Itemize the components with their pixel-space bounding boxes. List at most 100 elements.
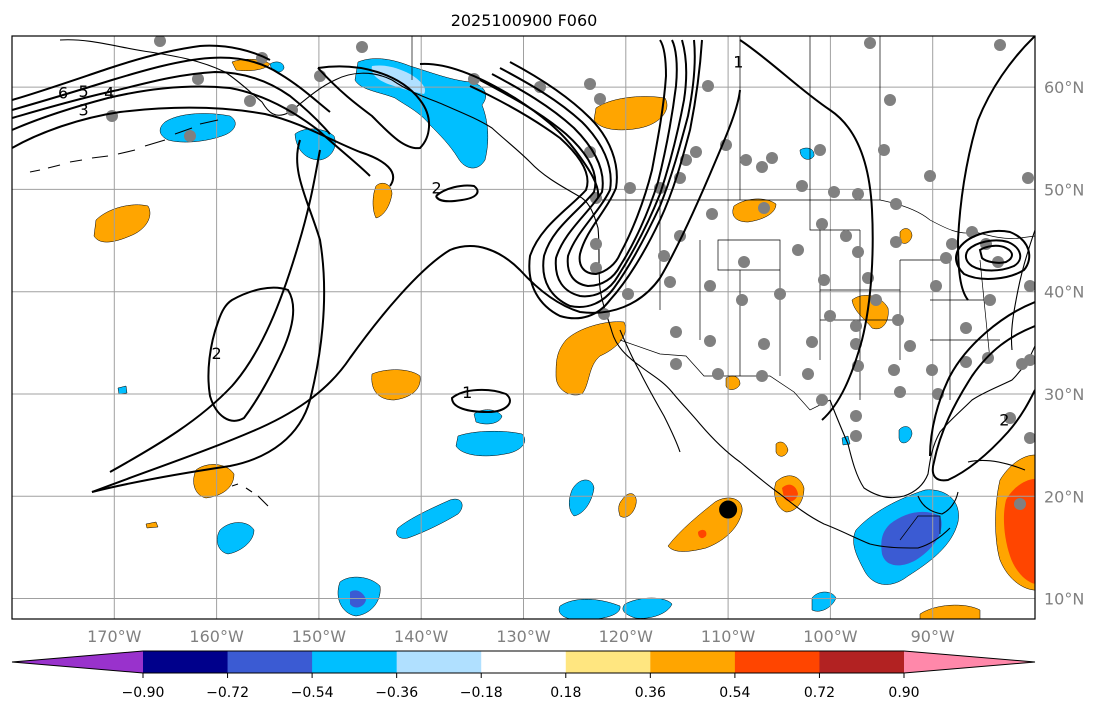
latitude-tick-label: 60°N: [1044, 78, 1084, 97]
colorbar-swatch: [396, 651, 482, 673]
coast-baja: [619, 329, 681, 453]
longitude-tick-label: 140°W: [394, 627, 449, 646]
colorbar-extension-low: [12, 651, 143, 673]
shade-red-mex-coast: [782, 484, 798, 502]
longitude-tick-label: 130°W: [496, 627, 551, 646]
station-dot: [766, 152, 778, 164]
colorbar-swatch: [481, 651, 567, 673]
shade-orange-trop-1: [618, 493, 637, 518]
coast-yucatan: [917, 491, 959, 515]
station-dot: [356, 41, 368, 53]
contour-label: 3: [79, 101, 89, 120]
shade-blue-midpac-4: [569, 479, 595, 517]
contour-east-ridge: [739, 39, 874, 421]
colorbar-tick-label: 0.90: [888, 685, 919, 701]
shade-blue-gulf-mex: [898, 426, 913, 444]
station-dot: [706, 208, 718, 220]
border-states-e: [900, 259, 1000, 400]
coast-east: [1010, 229, 1035, 351]
shade-red-pac-mex: [698, 529, 707, 539]
coast-gulf-of-mexico: [829, 345, 1035, 499]
station-dot: [796, 180, 808, 192]
contour-5: [12, 56, 331, 113]
station-dot: [624, 182, 636, 194]
station-dot: [738, 256, 750, 268]
contour-2-central: [12, 106, 395, 187]
contour-label: 5: [79, 82, 89, 101]
map-title: 2025100900 F060: [451, 11, 598, 30]
contour-jet-3: [491, 39, 688, 298]
colorbar-swatch: [819, 651, 905, 673]
colorbar-tick-label: 0.54: [719, 685, 750, 701]
station-dot: [658, 250, 670, 262]
shade-blue-midpac-1: [455, 430, 526, 457]
station-dot: [756, 370, 768, 382]
station-dot: [670, 326, 682, 338]
contour-label: 2: [431, 178, 441, 197]
contour-1-wave-inner: [91, 139, 326, 493]
station-dot: [590, 262, 602, 274]
station-dot: [590, 238, 602, 250]
longitude-tick-labels: 170°W 160°W 150°W 140°W 130°W 120°W 110°W 100°W…: [87, 627, 955, 646]
map-panel: 6 5 43 2 2 1 1 2: [12, 36, 1035, 619]
colorbar-tick-label: −0.54: [291, 685, 334, 701]
station-dot: [740, 154, 752, 166]
station-dot: [584, 78, 596, 90]
shade-orange-baja: [555, 321, 626, 396]
station-dot: [664, 276, 676, 288]
station-dot: [814, 144, 826, 156]
station-dot: [1022, 172, 1034, 184]
border-canada-provinces: [739, 36, 881, 200]
contour-4: [12, 70, 331, 135]
contour-label: 6: [58, 83, 68, 102]
station-dot: [1014, 498, 1026, 510]
latitude-tick-labels: 10°N 20°N 30°N 40°N 50°N 60°N: [1044, 78, 1084, 608]
station-dot: [890, 236, 902, 248]
station-dot: [1004, 412, 1016, 424]
station-dot: [584, 146, 596, 158]
contour-label: 1: [462, 383, 472, 402]
colorbar-tick-label: 0.18: [550, 685, 581, 701]
station-dot: [850, 410, 862, 422]
contour-3: [12, 85, 371, 177]
shade-orange-npac-w: [93, 204, 151, 243]
station-dot: [818, 274, 830, 286]
shade-orange-tiny-pac: [145, 521, 159, 529]
station-dot: [926, 364, 938, 376]
shade-blue-south-3: [622, 597, 673, 619]
station-dot: [244, 95, 256, 107]
longitude-tick-label: 120°W: [599, 627, 654, 646]
station-dot: [984, 294, 996, 306]
colorbar-swatch: [565, 651, 651, 673]
map-frame: [11, 35, 1036, 620]
shade-orange-canada: [593, 96, 668, 131]
latitude-tick-label: 50°N: [1044, 180, 1084, 199]
station-dot: [758, 202, 770, 214]
border-us-canada: [596, 199, 1035, 239]
colorbar-extension-high: [904, 651, 1035, 673]
colorbar: −0.90 −0.72 −0.54 −0.36 −0.18 0.18 0.36 0.54 0.7…: [11, 650, 1036, 701]
contour-jet-5: [509, 39, 668, 276]
station-dot: [888, 364, 900, 376]
station-dot: [852, 188, 864, 200]
contour-1-wave-outer: [91, 89, 741, 493]
station-dot: [756, 161, 768, 173]
shade-blue-midpac-2: [473, 409, 503, 425]
border-central-america: [899, 515, 941, 541]
station-dot: [924, 170, 936, 182]
station-dot: [828, 186, 840, 198]
station-dot: [894, 386, 906, 398]
station-dot: [594, 93, 606, 105]
contour-2-loop: [207, 286, 295, 422]
contour-east-south: [931, 325, 1035, 482]
station-dot: [960, 356, 972, 368]
station-dot: [840, 230, 852, 242]
station-dot: [736, 294, 748, 306]
coastlines: [29, 39, 1035, 549]
shade-red-caribbean: [1003, 478, 1035, 584]
contour-low-3: [978, 244, 1013, 264]
shade-orange-south-east: [919, 604, 981, 619]
latitude-tick-label: 30°N: [1044, 385, 1084, 404]
border-states-c: [809, 200, 901, 400]
shade-orange-hawaii: [193, 464, 235, 499]
